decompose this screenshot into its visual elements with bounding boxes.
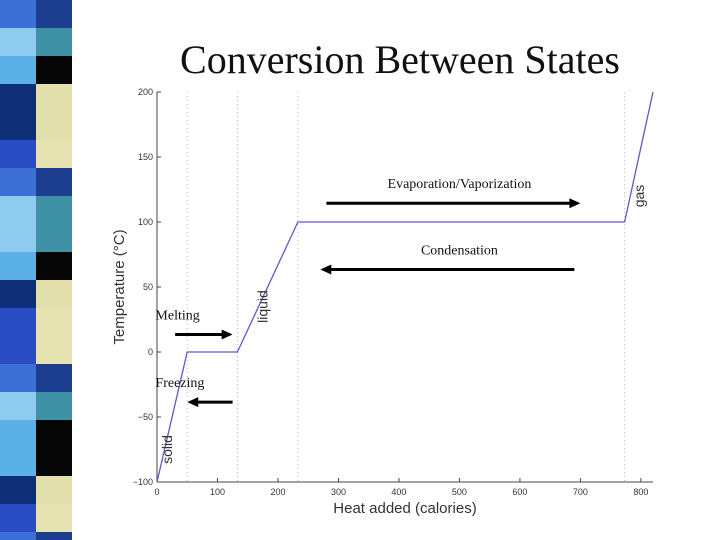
x-tick-label: 300: [331, 487, 346, 497]
stripe-block: [36, 140, 72, 168]
x-tick-label: 200: [270, 487, 285, 497]
stripe-block: [0, 308, 36, 336]
stripe-block: [36, 112, 72, 140]
stripe-block: [0, 252, 36, 280]
annotation-arrow-head: [187, 397, 199, 408]
stripe-block: [36, 336, 72, 364]
stripe-block: [0, 532, 36, 540]
stripe-block: [0, 224, 36, 252]
stripe-block: [0, 448, 36, 476]
annotation-label: Freezing: [155, 376, 204, 391]
y-axis-label: Temperature (°C): [111, 229, 128, 344]
stripe-block: [0, 196, 36, 224]
y-tick-label: 50: [143, 282, 153, 292]
stripe-block: [36, 504, 72, 532]
tick-labels: 0 100 200 300 400 500 600 700 800 −100 −50 0 50 100 15…: [133, 87, 649, 497]
x-tick-label: 100: [210, 487, 225, 497]
stripe-block: [0, 420, 36, 448]
stripe-block: [36, 364, 72, 392]
stripe-block: [0, 140, 36, 168]
stripe-block: [36, 28, 72, 56]
stripe-block: [36, 84, 72, 112]
y-tick-label: −50: [138, 412, 153, 422]
stripe-block: [0, 0, 36, 28]
stripe-block: [0, 28, 36, 56]
stripe-block: [36, 280, 72, 308]
stripe-block: [36, 532, 72, 540]
x-tick-label: 400: [391, 487, 406, 497]
stripe-block: [36, 56, 72, 84]
heating-curve-line: [156, 91, 654, 483]
annotation-arrow-head: [320, 264, 332, 275]
x-tick-label: 700: [573, 487, 588, 497]
y-tick-label: −100: [133, 477, 153, 487]
region-labels: solid liquid gas: [159, 185, 647, 464]
x-tick-label: 800: [633, 487, 648, 497]
region-label-liquid: liquid: [255, 290, 271, 323]
axes: [156, 92, 653, 483]
stripe-block: [36, 420, 72, 448]
region-label-gas: gas: [631, 185, 647, 208]
decorative-stripe: [0, 0, 72, 540]
stripe-block: [36, 448, 72, 476]
stripe-block: [0, 84, 36, 112]
stripe-block: [36, 196, 72, 224]
region-label-solid: solid: [159, 435, 175, 464]
x-axis-label: Heat added (calories): [333, 500, 476, 517]
stripe-block: [36, 168, 72, 196]
stripe-block: [36, 252, 72, 280]
annotation-label: Evaporation/Vaporization: [388, 177, 532, 192]
annotations: Evaporation/Vaporization Condensation Melt…: [155, 177, 581, 408]
annotation-label: Condensation: [421, 244, 498, 259]
stripe-block: [0, 392, 36, 420]
y-tick-label: 150: [138, 152, 153, 162]
stripe-block: [0, 56, 36, 84]
stripe-block: [0, 336, 36, 364]
y-tick-label: 0: [148, 347, 153, 357]
annotation-label: Melting: [155, 309, 199, 324]
stripe-block: [36, 476, 72, 504]
y-tick-label: 200: [138, 87, 153, 97]
annotation-arrow-head: [221, 329, 233, 340]
series: [156, 91, 654, 483]
stripe-block: [0, 168, 36, 196]
x-tick-label: 500: [452, 487, 467, 497]
slide-title: Conversion Between States: [180, 37, 620, 82]
stripe-block: [0, 280, 36, 308]
annotation-arrow-head: [569, 198, 581, 209]
stripe-block: [36, 308, 72, 336]
x-tick-label: 600: [512, 487, 527, 497]
y-tick-label: 100: [138, 217, 153, 227]
x-tick-label: 0: [154, 487, 159, 497]
stripe-block: [36, 392, 72, 420]
stripe-block: [36, 224, 72, 252]
stripe-block: [0, 112, 36, 140]
stripe-block: [36, 0, 72, 28]
gridlines: [186, 92, 626, 482]
stripe-block: [0, 364, 36, 392]
stripe-block: [0, 504, 36, 532]
stripe-block: [0, 476, 36, 504]
